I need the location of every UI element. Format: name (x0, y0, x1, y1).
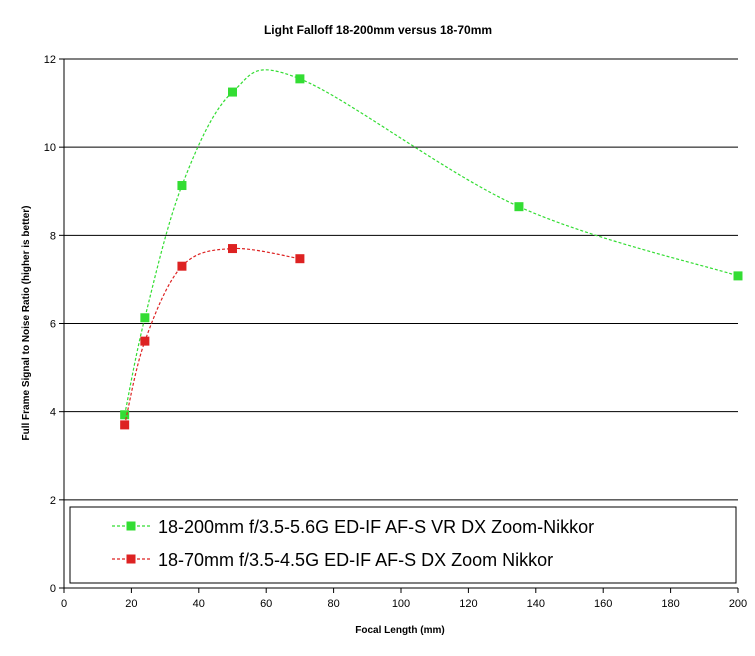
y-tick-label: 2 (50, 495, 56, 507)
data-point (177, 261, 187, 271)
y-tick-label: 10 (44, 142, 56, 154)
data-point (295, 254, 305, 264)
data-point (228, 244, 237, 254)
y-axis-label: Full Frame Signal to Noise Ratio (higher… (21, 205, 32, 440)
legend: 18-200mm f/3.5-5.6G ED-IF AF-S VR DX Zoo… (69, 506, 737, 584)
y-tick-label: 12 (44, 54, 56, 66)
legend-label-2: 18-70mm f/3.5-4.5G ED-IF AF-S DX Zoom Ni… (158, 550, 553, 570)
data-point (120, 420, 130, 430)
data-point (295, 74, 305, 84)
series-line-2 (124, 247, 300, 426)
y-tick-label: 4 (50, 407, 56, 419)
x-axis-label: Focal Length (mm) (355, 625, 444, 636)
series-line-1 (124, 69, 739, 415)
gridlines (64, 58, 738, 501)
x-tick-label: 100 (392, 598, 410, 610)
data-point (177, 181, 187, 191)
legend-marker-1 (126, 521, 136, 531)
x-tick-label: 180 (661, 598, 679, 610)
data-point (514, 202, 524, 212)
data-point (733, 271, 743, 281)
x-tick-label: 80 (327, 598, 339, 610)
y-tick-label: 6 (50, 319, 56, 331)
x-tick-label: 120 (459, 598, 477, 610)
legend-marker-2 (126, 554, 136, 564)
y-tick-label: 0 (50, 583, 56, 595)
x-tick-label: 140 (527, 598, 545, 610)
x-tick-label: 40 (193, 598, 205, 610)
y-tick-label: 8 (50, 230, 56, 242)
x-tick-label: 160 (594, 598, 612, 610)
x-tick-label: 200 (729, 598, 747, 610)
x-tick-label: 0 (61, 598, 67, 610)
legend-box (69, 506, 737, 584)
legend-label-1: 18-200mm f/3.5-5.6G ED-IF AF-S VR DX Zoo… (158, 517, 594, 537)
x-tick-label: 60 (260, 598, 272, 610)
x-tick-label: 20 (125, 598, 137, 610)
data-point (140, 313, 150, 323)
data-point (120, 410, 130, 420)
data-point (228, 87, 237, 97)
chart-title: Light Falloff 18-200mm versus 18-70mm (264, 23, 492, 37)
series-layer (120, 69, 743, 430)
data-point (140, 336, 150, 346)
